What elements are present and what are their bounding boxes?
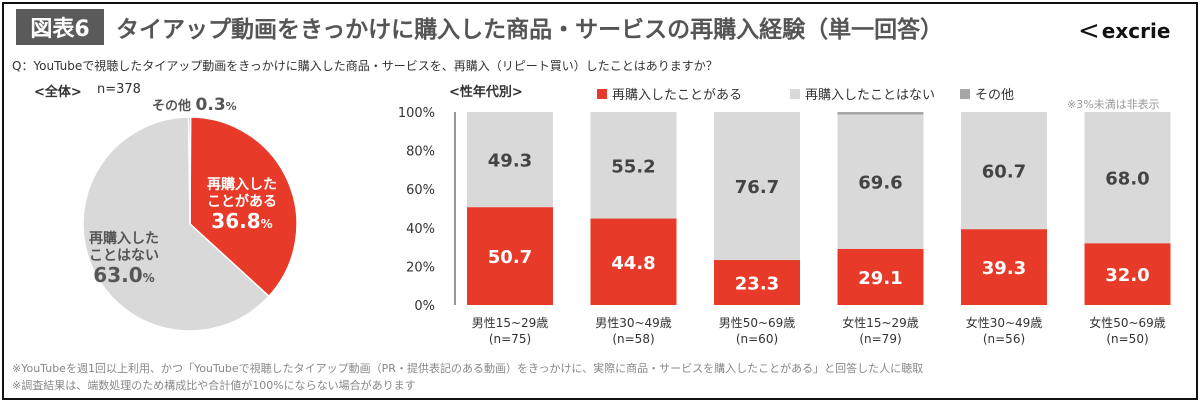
figure-label: 図表6 — [16, 9, 104, 45]
bar-segment — [590, 112, 677, 219]
bar-data-label: 69.6 — [858, 173, 902, 194]
bar-segment — [837, 114, 924, 249]
logo-chevron-icon: < — [1078, 16, 1100, 46]
bar-segment — [837, 112, 924, 115]
legend-label: その他 — [975, 88, 1014, 103]
bar-segment — [961, 112, 1047, 230]
bar-title: <性年代別> — [449, 85, 523, 100]
legend-swatch — [960, 89, 970, 99]
pie-slice-repurchased-label: 再購入した — [207, 176, 277, 193]
y-tick-label: 80% — [406, 145, 435, 160]
y-tick-label: 100% — [398, 106, 435, 121]
bar-data-label: 68.0 — [1105, 169, 1149, 190]
x-tick-n-label: (n=75) — [489, 332, 531, 346]
y-tick-label: 0% — [414, 299, 435, 314]
x-tick-label: 女性15~29歳 — [842, 315, 919, 330]
x-tick-n-label: (n=60) — [736, 332, 778, 346]
x-tick-label: 男性15~29歳 — [472, 316, 549, 330]
bar-segment — [467, 112, 553, 208]
bar-data-label: 60.7 — [982, 162, 1026, 183]
x-tick-label: 女性30~49歳 — [966, 315, 1043, 330]
x-tick-label: 男性50~69歳 — [719, 316, 796, 330]
y-tick-label: 20% — [406, 260, 435, 275]
pie-slice — [187, 116, 192, 225]
bar-data-label: 44.8 — [611, 253, 655, 274]
pie-slice-other-label: その他 0.3% — [152, 95, 237, 115]
pie-slice-not-repurchased-label: 再購入した — [89, 230, 159, 247]
bar-data-label: 49.3 — [488, 151, 532, 172]
pie-slice-not-repurchased-label: ことはない — [89, 248, 159, 264]
x-tick-n-label: (n=56) — [983, 332, 1025, 346]
legend-label: 再購入したことがある — [612, 88, 742, 103]
pie-slice-repurchased-label: ことがある — [207, 193, 277, 210]
bar-segment — [590, 218, 677, 305]
x-tick-label: 女性50~69歳 — [1089, 315, 1166, 330]
x-tick-n-label: (n=79) — [859, 332, 901, 346]
x-tick-n-label: (n=58) — [612, 332, 654, 346]
footnote: ※YouTubeを週1回以上利用、かつ「YouTubeで視聴したタイアップ動画（… — [12, 362, 924, 375]
bar-data-label: 23.3 — [735, 274, 779, 295]
bar-data-label: 76.7 — [735, 177, 779, 198]
bar-segment — [961, 229, 1047, 305]
legend-label: 再購入したことはない — [805, 88, 935, 103]
bar-data-label: 50.7 — [488, 247, 532, 268]
pie-slice — [189, 116, 298, 298]
bar-segment — [467, 207, 553, 305]
pie-slice — [82, 116, 270, 332]
legend-swatch — [597, 89, 607, 99]
x-tick-label: 男性30~49歳 — [595, 316, 672, 330]
pie-title: <全体> — [34, 85, 82, 100]
bar-segment — [714, 260, 800, 305]
bar-segment — [837, 248, 924, 305]
page-title: タイアップ動画をきっかけに購入した商品・サービスの再購入経験（単一回答） — [116, 17, 944, 43]
bar-data-label: 29.1 — [858, 268, 902, 289]
question-text: Q：YouTubeで視聴したタイアップ動画をきっかけに購入した商品・サービスを、… — [12, 59, 718, 73]
y-tick-label: 60% — [406, 183, 435, 198]
footnote: ※調査結果は、端数処理のため構成比や合計値が100%にならない場合があります — [12, 379, 416, 392]
bar-data-label: 39.3 — [982, 258, 1026, 279]
bar-data-label: 32.0 — [1105, 265, 1149, 286]
x-tick-n-label: (n=50) — [1106, 332, 1148, 346]
bar-note: ※3%未満は非表示 — [1067, 98, 1160, 111]
logo: < excrie — [1078, 16, 1171, 46]
pie-n-label: n=378 — [97, 82, 141, 97]
legend-swatch — [790, 89, 800, 99]
bar-segment — [1084, 112, 1171, 244]
bar-segment — [714, 112, 800, 261]
bar-segment — [1084, 243, 1171, 305]
bar-data-label: 55.2 — [611, 156, 655, 177]
y-tick-label: 40% — [406, 222, 435, 237]
